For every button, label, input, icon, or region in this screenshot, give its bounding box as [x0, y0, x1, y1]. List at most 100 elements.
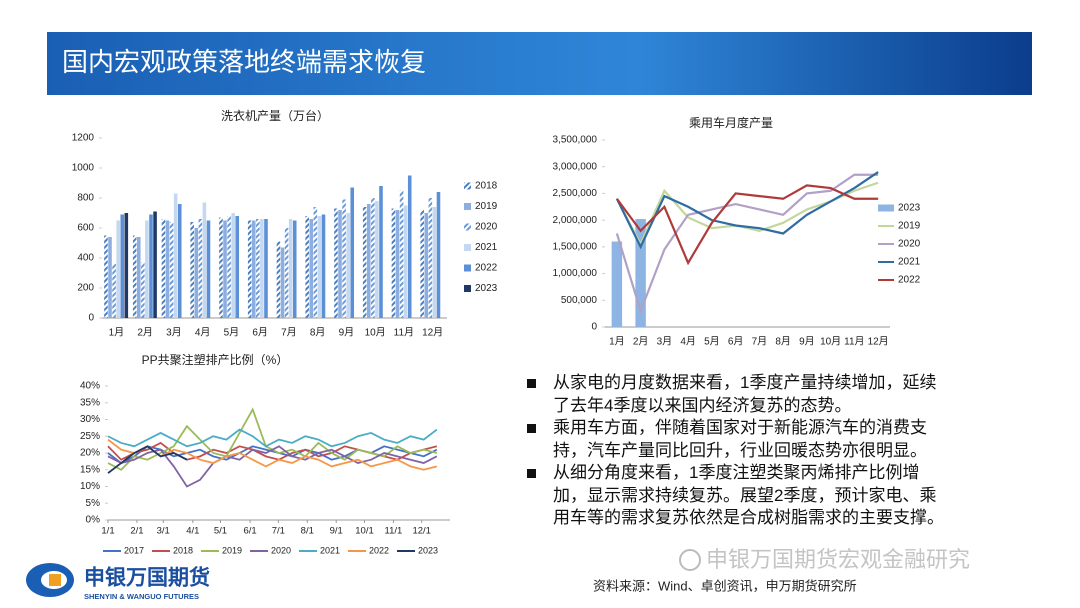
bar: [124, 213, 129, 318]
y-tick-label: 10%: [80, 481, 100, 492]
series-line: [615, 171, 879, 250]
legend-swatch: [878, 204, 894, 212]
bar: [403, 205, 408, 318]
y-tick-label: 3,000,000: [553, 161, 598, 172]
bar: [136, 237, 141, 318]
legend-label: 2023: [898, 203, 921, 214]
bar: [223, 220, 227, 318]
bar: [395, 210, 400, 318]
x-tick-label: 8月: [775, 336, 791, 348]
bar: [379, 186, 383, 318]
y-tick-label: 500,000: [561, 295, 598, 306]
legend-label: 2022: [475, 263, 498, 274]
y-tick-label: 3,500,000: [553, 135, 598, 146]
x-tick-label: 1/1: [101, 526, 114, 537]
y-tick-label: 25%: [80, 431, 100, 442]
bar: [288, 219, 293, 318]
bar: [194, 228, 199, 318]
series-line: [615, 173, 879, 315]
x-tick-label: 9月: [339, 327, 355, 339]
bar: [198, 219, 203, 318]
bar: [165, 220, 170, 318]
x-tick-label: 7月: [752, 336, 768, 348]
bar: [260, 219, 264, 318]
x-tick-label: 5月: [704, 336, 720, 348]
x-tick-label: 5月: [224, 327, 240, 339]
logo-name: 申银万国期货: [84, 566, 210, 590]
bar: [371, 198, 375, 318]
x-tick-label: 11月: [844, 336, 864, 348]
bar: [292, 220, 297, 318]
bar: [375, 201, 379, 318]
bar: [247, 220, 252, 318]
series-line: [615, 184, 879, 266]
x-tick-label: 9/1: [330, 526, 343, 537]
x-tick-label: 12月: [868, 336, 889, 348]
bar: [231, 213, 235, 318]
bar: [177, 204, 182, 318]
bar: [424, 213, 429, 318]
bar: [346, 213, 350, 318]
series-line: [107, 445, 438, 488]
x-tick-label: 10月: [820, 336, 841, 348]
bar: [202, 202, 207, 318]
bar: [264, 219, 268, 318]
y-tick-label: 5%: [86, 498, 101, 509]
legend-label: 2022: [898, 275, 921, 286]
x-tick-label: 2月: [137, 327, 153, 339]
bar: [309, 219, 314, 318]
x-tick-label: 4月: [195, 327, 211, 339]
legend-label: 2021: [320, 545, 340, 555]
series-line: [107, 445, 438, 465]
bar: [235, 216, 240, 318]
legend-label: 2017: [124, 545, 144, 555]
bullet: 从细分角度来看，1季度注塑类聚丙烯排产比例增加，显示需求持续复苏。展望2季度，预…: [527, 462, 952, 530]
bar: [153, 211, 157, 318]
x-tick-label: 9月: [799, 336, 815, 348]
x-tick-label: 10月: [365, 327, 386, 339]
x-tick-label: 3月: [166, 327, 182, 339]
chart-title: PP共聚注塑排产比例（%）: [142, 352, 289, 367]
legend-label: 2021: [898, 257, 921, 268]
bar: [428, 198, 433, 318]
bar: [436, 192, 441, 318]
chart-title: 乘用车月度产量: [689, 115, 773, 130]
bar: [276, 241, 281, 318]
bar: [366, 204, 371, 318]
series-line: [107, 428, 438, 448]
bar: [116, 220, 120, 318]
x-tick-label: 8月: [310, 327, 326, 339]
bar: [161, 219, 166, 318]
x-tick-label: 8/1: [301, 526, 314, 537]
bullet: 从家电的月度数据来看，1季度产量持续增加，延续了去年4季度以来国内经济复苏的态势…: [527, 372, 952, 417]
bar: [611, 241, 623, 327]
bar: [145, 220, 149, 318]
x-tick-label: 4月: [680, 336, 696, 348]
legend-label: 2020: [898, 239, 921, 250]
legend-swatch: [464, 264, 471, 272]
x-tick-label: 2/1: [130, 526, 143, 537]
y-tick-label: 40%: [80, 381, 100, 392]
bar: [219, 217, 223, 318]
legend-label: 2020: [475, 222, 498, 233]
legend-swatch: [464, 203, 471, 210]
bar: [305, 216, 309, 318]
bar: [420, 210, 424, 318]
bullet-list: 从家电的月度数据来看，1季度产量持续增加，延续了去年4季度以来国内经济复苏的态势…: [527, 372, 952, 530]
x-tick-label: 2月: [633, 336, 649, 348]
y-tick-label: 30%: [80, 414, 100, 425]
watermark: 申银万国期货宏观金融研究: [706, 547, 970, 572]
legend-label: 2019: [898, 221, 921, 232]
y-tick-label: 400: [77, 253, 94, 264]
bar: [227, 216, 231, 318]
bar: [321, 214, 326, 318]
x-tick-label: 7月: [281, 327, 297, 339]
legend-label: 2022: [369, 545, 389, 555]
logo: 申银万国期货 SHENYIN & WANGUO FUTURES: [26, 563, 210, 601]
y-tick-label: 35%: [80, 397, 100, 408]
bar: [256, 219, 260, 318]
bullet: 乘用车方面，伴随着国家对于新能源汽车的消费支持，汽车产量同比回升，行业回暖态势亦…: [527, 417, 952, 462]
bar: [206, 220, 211, 318]
x-tick-label: 1月: [109, 327, 125, 339]
